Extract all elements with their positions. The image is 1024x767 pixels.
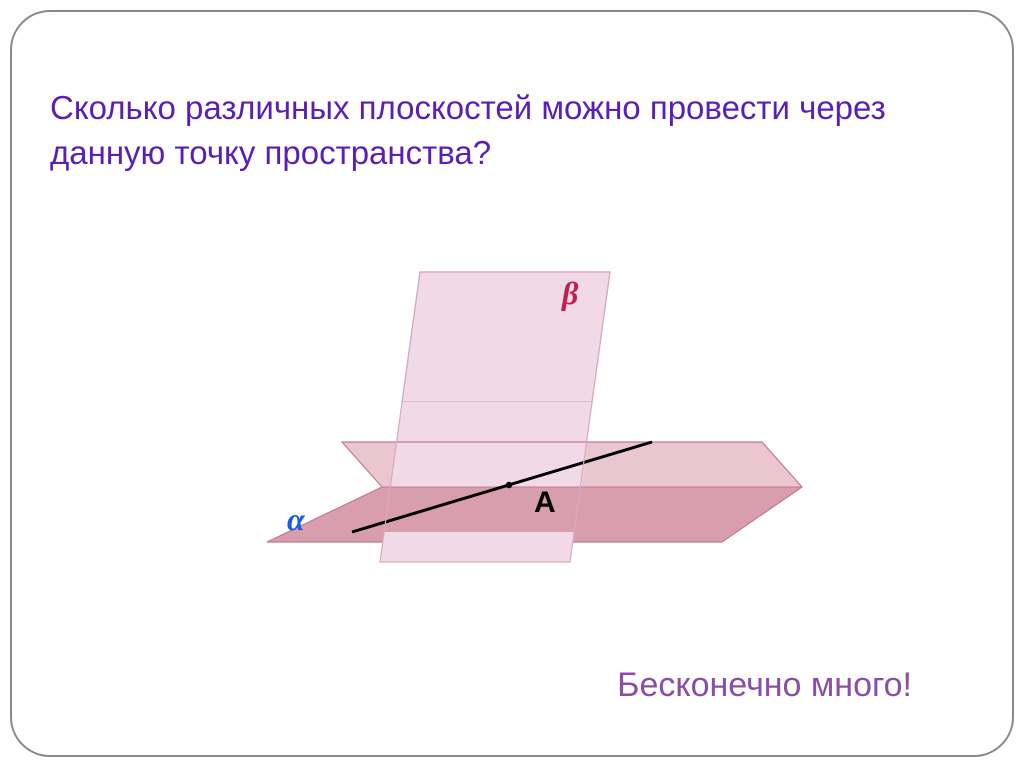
point-a-dot (506, 482, 512, 488)
answer-text: Бесконечно много! (617, 666, 912, 705)
slide-frame: Сколько различных плоскостей можно прове… (10, 10, 1014, 757)
plane-beta-front (380, 532, 574, 562)
planes-diagram: α β A (222, 242, 812, 582)
plane-beta-mid (390, 402, 592, 487)
plane-beta-back (402, 272, 610, 402)
question-text: Сколько различных плоскостей можно прове… (50, 86, 990, 175)
point-a-label: A (534, 486, 556, 519)
beta-label: β (561, 275, 579, 311)
diagram-svg: α β A (222, 242, 812, 582)
alpha-label: α (287, 501, 306, 537)
